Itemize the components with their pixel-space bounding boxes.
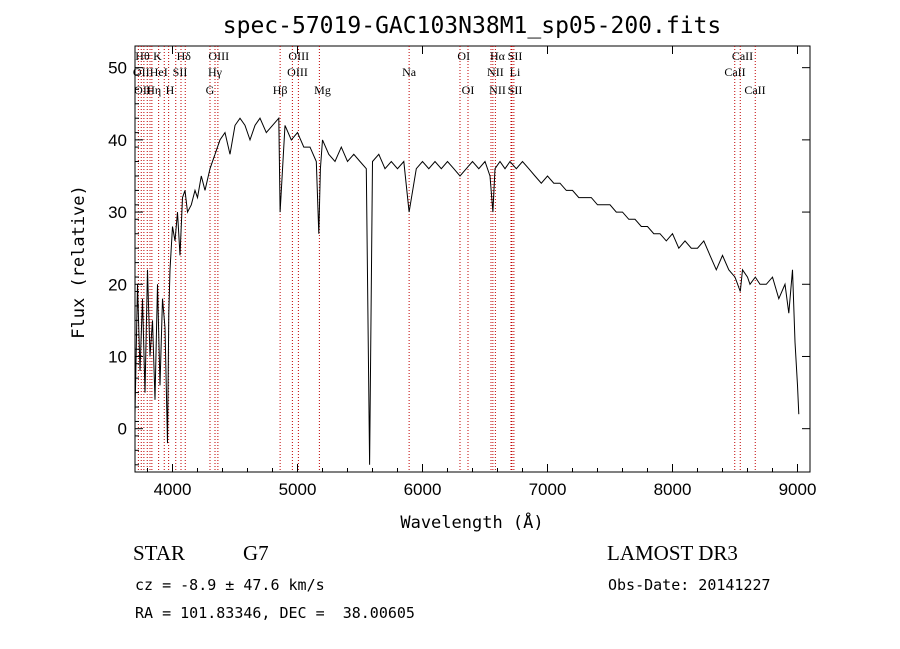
line-label-lines_mid-2: SII [173, 65, 188, 79]
line-label-lines_mid-3: Hγ [208, 65, 223, 79]
subclass-label: G7 [243, 541, 269, 565]
y-axis: 0 10 20 30 40 50 [108, 59, 810, 466]
line-label-lines_mid-5: Na [402, 65, 417, 79]
y-axis-label: Flux (relative) [69, 185, 89, 339]
coordinates-text: RA = 101.83346, DEC = 38.00605 [135, 604, 415, 622]
x-tick-label-0: 4000 [154, 480, 192, 499]
spectrum-line [134, 116, 800, 465]
line-label-lines_top-8: CaII [732, 49, 753, 63]
survey-label: LAMOST DR3 [607, 541, 738, 565]
line-label-lines_bot-5: Mg [314, 83, 331, 97]
line-label-lines_mid-4: OIII [287, 65, 308, 79]
y-tick-label-4: 40 [108, 131, 127, 150]
line-label-lines_top-7: SII [508, 49, 523, 63]
line-label-lines_top-6: Hα [490, 49, 506, 63]
line-label-lines_bot-1: Hη [146, 83, 161, 97]
obs-date-text: Obs-Date: 20141227 [608, 576, 771, 594]
x-tick-label-2: 6000 [404, 480, 442, 499]
emission-line-markers [137, 46, 756, 472]
y-tick-label-5: 50 [108, 59, 127, 78]
line-label-lines_mid-0: OII [133, 65, 150, 79]
line-label-lines_mid-8: CaII [724, 65, 745, 79]
chart-title: spec-57019-GAC103N38M1_sp05-200.fits [223, 13, 722, 39]
y-tick-label-1: 10 [108, 347, 127, 366]
line-label-lines_top-3: OIII [208, 49, 229, 63]
line-label-lines_bot-3: G [206, 83, 215, 97]
velocity-text: cz = -8.9 ± 47.6 km/s [135, 576, 325, 594]
x-axis-label: Wavelength (Å) [400, 511, 543, 533]
line-label-lines_bot-8: SII [508, 83, 523, 97]
x-tick-label-1: 5000 [279, 480, 317, 499]
line-label-lines_mid-6: NII [487, 65, 504, 79]
line-label-lines_mid-1: HeI [150, 65, 168, 79]
line-label-lines_bot-4: Hβ [273, 83, 288, 97]
line-label-lines_top-5: OI [457, 49, 470, 63]
line-label-lines_top-4: OIII [288, 49, 309, 63]
line-label-lines_top-1: K [153, 49, 162, 63]
spectrum-chart: spec-57019-GAC103N38M1_sp05-200.fits Hθ K… [69, 13, 817, 533]
line-label-lines_mid-7: Li [510, 65, 521, 79]
line-label-lines_top-0: Hθ [135, 49, 150, 63]
x-tick-label-5: 9000 [779, 480, 817, 499]
plot-frame [134, 45, 811, 473]
line-label-lines_bot-0: OII [134, 83, 151, 97]
x-tick-label-3: 7000 [529, 480, 567, 499]
x-tick-label-4: 8000 [654, 480, 692, 499]
line-label-lines_bot-9: CaII [744, 83, 765, 97]
line-label-lines_bot-7: NII [489, 83, 506, 97]
x-axis: 4000 5000 6000 7000 8000 9000 [147, 46, 817, 499]
line-label-lines_bot-6: OI [462, 83, 475, 97]
y-tick-label-2: 20 [108, 275, 127, 294]
class-label: STAR [133, 541, 185, 565]
y-tick-label-3: 30 [108, 203, 127, 222]
y-tick-label-0: 0 [118, 420, 127, 439]
line-label-lines_bot-2: H [166, 83, 175, 97]
line-label-lines_top-2: Hδ [177, 49, 192, 63]
